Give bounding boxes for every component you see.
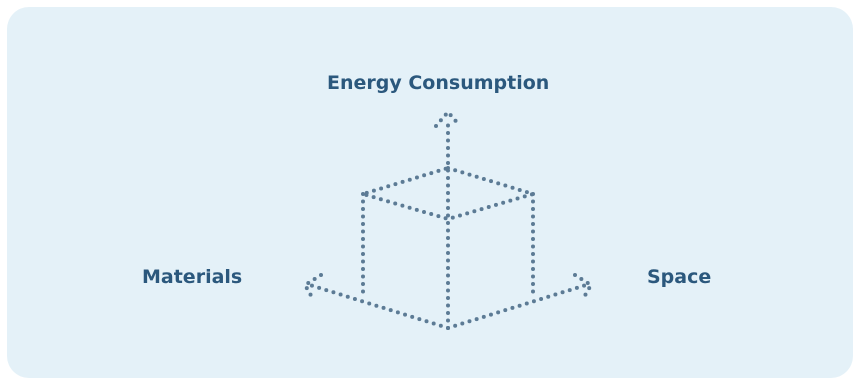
right-arrow-head: [573, 273, 594, 301]
right-axis-line: [446, 283, 588, 330]
diagram-panel: Energy Consumption Materials Space: [7, 7, 853, 378]
axis-label-space: Space: [647, 266, 712, 288]
cube-top-face: [356, 165, 540, 222]
up-arrow-head: [434, 108, 462, 128]
axis-label-materials: Materials: [142, 266, 243, 288]
axis-label-energy-consumption: Energy Consumption: [327, 72, 550, 94]
left-axis-line: [308, 283, 450, 330]
left-arrow-head: [302, 273, 323, 301]
